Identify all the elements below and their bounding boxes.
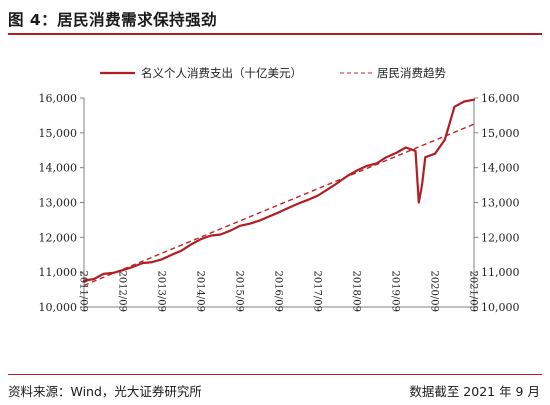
y-tick-label-left: 11,000: [39, 266, 78, 279]
x-tick-label: 2011/09: [78, 270, 89, 312]
x-tick-label: 2020/09: [429, 270, 440, 312]
x-tick-label: 2012/09: [117, 270, 128, 312]
x-tick-label: 2016/09: [273, 270, 284, 312]
axes: 10,000 10,000 11,000 11,000 12,000 12,000 13,0…: [39, 92, 520, 314]
figure-title: 图 4：居民消费需求保持强劲: [8, 11, 218, 29]
y-tick-label-left: 12,000: [39, 231, 78, 244]
y-tick-label-left: 15,000: [39, 127, 78, 140]
y-tick-label-right: 14,000: [481, 162, 520, 175]
y-tick-label-right: 12,000: [481, 231, 520, 244]
y-tick-label-right: 16,000: [481, 92, 520, 105]
y-tick-label-left: 13,000: [39, 197, 78, 210]
y-tick-label-left: 16,000: [39, 92, 78, 105]
source-note: 资料来源：Wind，光大证券研究所: [8, 384, 202, 399]
legend: 名义个人消费支出（十亿美元） 居民消费趋势: [100, 66, 446, 80]
x-tick-label: 2015/09: [234, 270, 245, 312]
x-tick-label: 2018/09: [351, 270, 362, 312]
y-tick-label-right: 10,000: [481, 301, 520, 314]
series-layer: [82, 98, 476, 287]
x-tick-label: 2014/09: [195, 270, 206, 312]
y-tick-label-left: 10,000: [39, 301, 78, 314]
legend-label-trend: 居民消费趋势: [377, 66, 446, 80]
x-tick-label: 2021/09: [468, 270, 479, 312]
x-tick-label: 2019/09: [390, 270, 401, 312]
y-tick-label-right: 15,000: [481, 127, 520, 140]
x-tick-label: 2017/09: [312, 270, 323, 312]
x-tick-label: 2013/09: [156, 270, 167, 312]
y-tick-label-right: 13,000: [481, 197, 520, 210]
data-as-of-note: 数据截至 2021 年 9 月: [409, 384, 540, 399]
footer-rule: [8, 374, 542, 375]
y-tick-label-right: 11,000: [481, 266, 520, 279]
legend-label-nominal-pce: 名义个人消费支出（十亿美元）: [141, 66, 302, 80]
nominal-pce-line: [82, 98, 476, 282]
trend-line: [83, 123, 475, 287]
y-tick-label-left: 14,000: [39, 162, 78, 175]
title-rule: [8, 33, 542, 35]
